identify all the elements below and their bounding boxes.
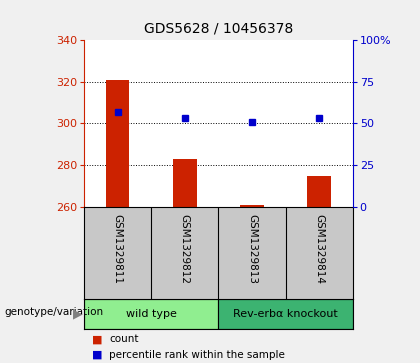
Text: GSM1329814: GSM1329814 [314, 214, 324, 284]
Text: ▶: ▶ [73, 307, 82, 321]
Bar [106, 79, 129, 207]
Text: percentile rank within the sample: percentile rank within the sample [109, 350, 285, 360]
Bar [173, 159, 197, 207]
Text: wild type: wild type [126, 309, 177, 319]
Text: GSM1329812: GSM1329812 [180, 214, 190, 284]
Bar [84, 299, 218, 329]
Text: GSM1329811: GSM1329811 [113, 214, 123, 284]
Title: GDS5628 / 10456378: GDS5628 / 10456378 [144, 22, 293, 36]
Text: GSM1329813: GSM1329813 [247, 214, 257, 284]
Bar [240, 205, 264, 207]
Bar [307, 176, 331, 207]
Text: count: count [109, 334, 139, 344]
Text: genotype/variation: genotype/variation [4, 307, 103, 317]
Bar [218, 299, 353, 329]
Text: ■: ■ [92, 334, 103, 344]
Text: ■: ■ [92, 350, 103, 360]
Text: Rev-erbα knockout: Rev-erbα knockout [233, 309, 338, 319]
